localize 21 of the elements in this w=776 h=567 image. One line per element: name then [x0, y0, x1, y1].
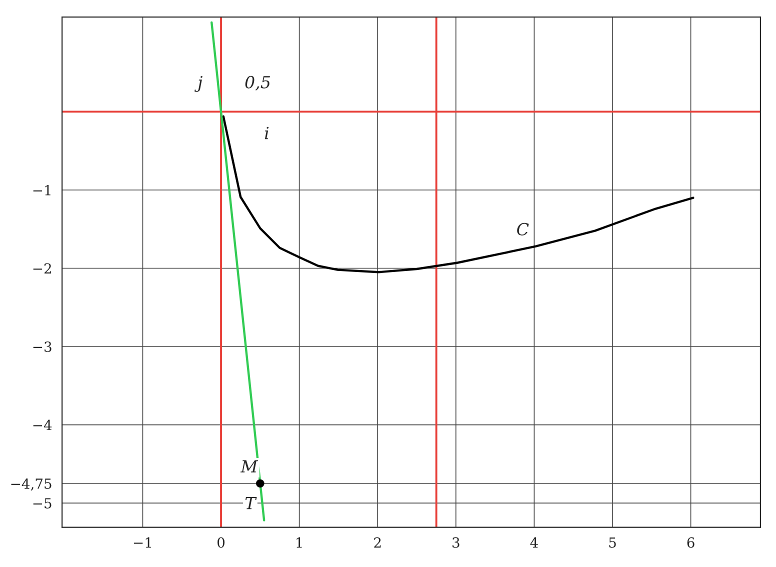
y-tick-label: −4,75 — [11, 478, 52, 491]
x-tick-label: 5 — [609, 537, 616, 548]
x-tick-label: 3 — [452, 537, 460, 548]
y-tick-label: −1 — [33, 184, 50, 196]
line-series — [222, 115, 694, 274]
annotation: j — [194, 76, 202, 92]
annotation: i — [264, 126, 269, 140]
x-tick-label: 4 — [530, 537, 538, 548]
annotation: T — [245, 497, 257, 510]
x-tick-label: −1 — [134, 537, 151, 548]
x-tick-label: 0 — [218, 537, 225, 548]
y-tick-label: −3 — [33, 341, 52, 352]
x-tick-label: 1 — [296, 537, 302, 548]
annotation: 0,5 — [245, 76, 270, 91]
y-tick-label: −2 — [33, 263, 51, 274]
x-tick-label: 2 — [374, 537, 381, 548]
annotation: C — [517, 222, 529, 236]
x-tick-label: 6 — [687, 537, 694, 548]
annotation: M — [240, 460, 258, 472]
y-tick-label: −5 — [33, 498, 52, 509]
y-tick-label: −4 — [33, 420, 52, 430]
